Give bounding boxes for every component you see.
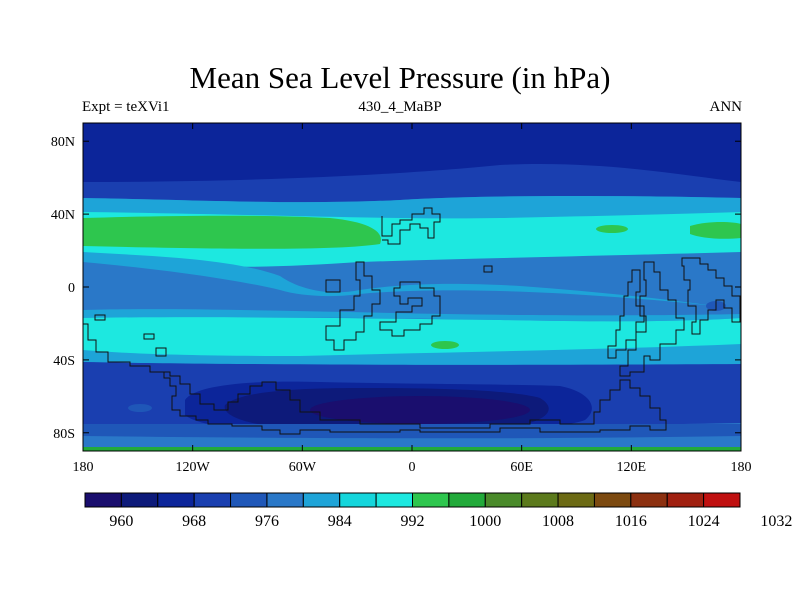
coast-island-5 xyxy=(483,265,493,273)
x-tick-label: 60W xyxy=(289,460,317,475)
map-axes: 180 120W 60W 0 60E 120E 180 80N 40N 0 40S 80S xyxy=(51,123,752,475)
period-label: 430_4_MaBP xyxy=(358,99,442,115)
south-midlat-band xyxy=(83,344,741,368)
x-tick-label: 60E xyxy=(510,460,533,475)
colorbar-label: 992 xyxy=(401,513,425,530)
x-tick-label: 120W xyxy=(176,460,211,475)
colorbar-swatch xyxy=(557,492,595,508)
colorbar-swatch xyxy=(666,492,705,508)
colorbar-swatch xyxy=(703,492,741,508)
coastlines xyxy=(83,207,741,435)
equatorial-low xyxy=(83,262,741,316)
y-tick-label: 0 xyxy=(68,281,75,296)
colorbar: 960968976984992100010081016102410321040 xyxy=(84,492,792,530)
colorbar-label: 1000 xyxy=(469,513,501,530)
colorbar-swatch xyxy=(120,492,159,508)
pressure-field xyxy=(83,123,741,451)
colorbar-swatch xyxy=(593,492,632,508)
colorbar-label: 1024 xyxy=(688,513,720,530)
colorbar-swatch xyxy=(157,492,195,508)
map-title: Mean Sea Level Pressure (in hPa) xyxy=(189,60,611,95)
colorbar-label: 968 xyxy=(182,513,206,530)
coast-asia-east xyxy=(607,269,645,359)
north-subpolar-band xyxy=(83,163,741,203)
x-tick-label: 120E xyxy=(617,460,647,475)
colorbar-swatch xyxy=(484,492,523,508)
season-label: ANN xyxy=(709,99,743,115)
coast-island-1 xyxy=(155,347,167,357)
coast-island-4 xyxy=(325,279,341,293)
coast-africa-east xyxy=(379,281,441,337)
colorbar-label: 976 xyxy=(255,513,279,530)
colorbar-swatch xyxy=(448,492,486,508)
colorbar-swatch xyxy=(230,492,268,508)
colorbar-swatch xyxy=(630,492,668,508)
colorbar-swatch xyxy=(339,492,377,508)
coast-south-america xyxy=(83,323,164,373)
colorbar-swatch xyxy=(266,492,304,508)
colorbar-swatch xyxy=(375,492,414,508)
coast-africa-west xyxy=(325,261,381,351)
x-tick-label: 180 xyxy=(73,460,94,475)
colorbar-label: 960 xyxy=(109,513,133,530)
high-north-pacific-west xyxy=(596,225,628,233)
trough-minimum xyxy=(310,396,530,424)
y-tick-label: 40N xyxy=(51,208,75,223)
coast-australia-east xyxy=(681,257,741,335)
x-tick-label: 0 xyxy=(409,460,416,475)
high-south-pacific xyxy=(431,341,459,349)
colorbar-label: 1008 xyxy=(542,513,574,530)
colorbar-swatch xyxy=(521,492,559,508)
y-tick-label: 40S xyxy=(53,354,75,369)
colorbar-label: 1016 xyxy=(615,513,647,530)
low-south-atlantic xyxy=(128,404,152,412)
colorbar-label: 1032 xyxy=(760,513,792,530)
colorbar-swatch xyxy=(302,492,341,508)
colorbar-label: 984 xyxy=(328,513,352,530)
high-north-pacific-east xyxy=(690,222,741,239)
coast-australia-west xyxy=(619,261,685,377)
y-tick-label: 80N xyxy=(51,135,75,150)
experiment-label: Expt = teXVi1 xyxy=(82,99,170,115)
x-tick-label: 180 xyxy=(731,460,752,475)
colorbar-swatch xyxy=(84,492,122,508)
coast-antarctica xyxy=(163,371,667,435)
high-north-atlantic xyxy=(83,215,381,249)
coast-island-3 xyxy=(94,314,106,321)
y-tick-label: 80S xyxy=(53,427,75,442)
coast-north-continent xyxy=(381,207,441,245)
colorbar-swatch xyxy=(193,492,232,508)
coast-island-2 xyxy=(143,333,155,340)
colorbar-swatch xyxy=(412,492,450,508)
